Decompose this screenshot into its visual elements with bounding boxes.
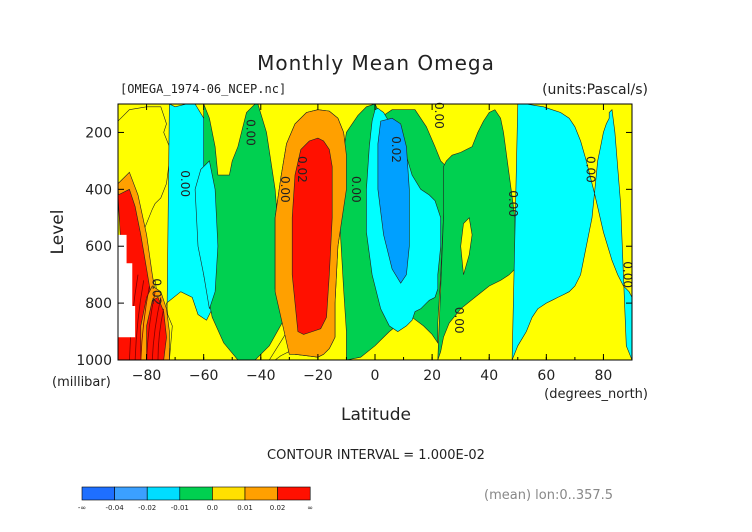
x-tick-label: 0 [371,368,380,384]
colorbar-label: 0.0 [207,504,218,512]
contour-region-9 [460,217,473,275]
mean-note: (mean) lon:0..357.5 [484,488,613,503]
file-label: [OMEGA_1974-06_NCEP.nc] [120,82,286,96]
colorbar-label: -0.04 [106,504,125,512]
y-axis-units: (millibar) [52,375,111,390]
colorbar-label: -0.01 [171,504,189,512]
colorbar-swatch [114,486,148,501]
contour-label: 0.00 [178,170,192,197]
chart-title: Monthly Mean Omega [257,51,495,75]
x-tick-label: 80 [595,368,613,384]
x-axis-label: Latitude [341,405,411,425]
colorbar-swatch [81,486,115,501]
contour-region-6 [437,109,516,361]
dense-contour-5 [157,308,165,361]
y-tick-label: 600 [85,239,112,255]
contour-label: 0.00 [244,119,258,146]
y-tick-label: 400 [85,182,112,198]
dense-contour-1 [134,280,145,361]
colorbar-label: 0.02 [270,504,286,512]
x-tick-label: −40 [246,368,276,384]
axes: −80 −60 −40 −20 0 20 40 60 80 200 400 600 800 1000 [76,103,633,384]
contour-label: 0.00 [506,190,520,217]
colorbar-swatch [212,486,246,501]
dense-contour-4 [151,297,162,361]
colorbar-label: -0.02 [138,504,156,512]
colorbar-swatch [146,486,181,501]
contour-label: 0.00 [278,176,292,203]
red-core-south [291,137,333,335]
x-tick-label: −20 [303,368,333,384]
cyan-south-trough [194,160,219,309]
colorbar-swatch [277,486,311,501]
x-tick-label: −60 [189,368,219,384]
x-tick-label: 20 [423,368,441,384]
contour-label: 0.00 [349,176,363,203]
contour-label: 0.02 [295,156,309,183]
y-axis-label: Level [48,210,68,255]
x-tick-label: 60 [537,368,555,384]
x-tick-label: −80 [132,368,162,384]
colorbar-label: -∞ [78,504,86,512]
plot-area: 0.000.000.000.020.000.020.000.000.000.00… [117,102,634,361]
x-tick-label: 40 [480,368,498,384]
contour-label: 0.00 [583,156,597,183]
contour-label: 0.00 [432,102,446,129]
colorbar: -∞ -0.04 -0.02 -0.01 0.0 0.01 0.02 ∞ [78,486,313,512]
colorbar-label: 0.01 [237,504,253,512]
dense-contour-3 [146,291,156,361]
colorbar-swatch [244,486,278,501]
x-axis-units: (degrees_north) [544,387,648,402]
contour-label: 0.00 [620,261,634,288]
contour-label: 0.02 [149,278,163,305]
dense-contour-2 [140,285,150,361]
contour-region-7 [511,103,633,361]
contour-interval: CONTOUR INTERVAL = 1.000E-02 [267,448,485,463]
missing-data-mask [118,234,136,338]
contour-label: 0.00 [452,307,466,334]
y-tick-label: 800 [85,296,112,312]
colorbar-label: ∞ [307,504,313,512]
blue-core-equator [377,117,410,284]
contour-label: 0.02 [389,136,403,163]
y-tick-label: 1000 [76,353,112,369]
y-tick-label: 200 [85,125,112,141]
units-label: (units:Pascal/s) [542,82,648,98]
colorbar-swatch [179,486,213,501]
